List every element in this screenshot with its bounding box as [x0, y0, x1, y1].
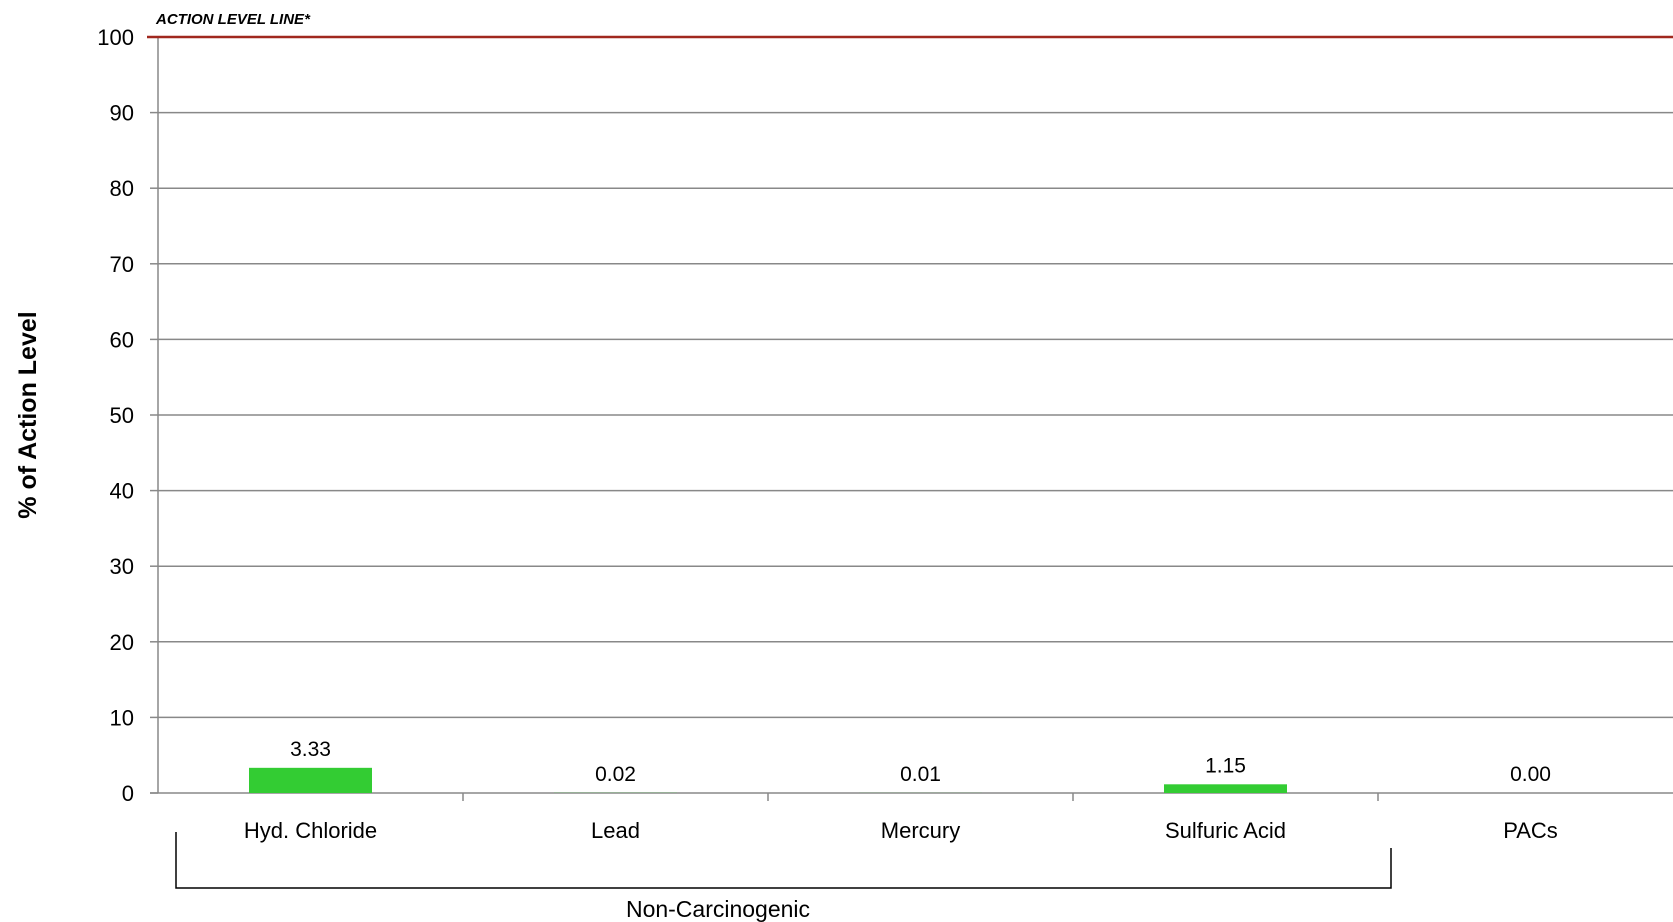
y-tick-label: 0	[122, 781, 134, 806]
bar	[1164, 784, 1287, 793]
y-tick-label: 100	[97, 25, 134, 50]
data-label: 1.15	[1205, 754, 1246, 777]
group-label: Non-Carcinogenic	[626, 896, 810, 922]
y-tick-label: 20	[110, 630, 134, 655]
category-label: Sulfuric Acid	[1165, 818, 1286, 843]
y-tick-label: 80	[110, 176, 134, 201]
axes	[150, 37, 1673, 801]
y-tick-label: 40	[110, 479, 134, 504]
data-label: 0.00	[1510, 763, 1551, 786]
data-label: 0.02	[595, 763, 636, 786]
category-label: Mercury	[881, 818, 960, 843]
y-tick-label: 90	[110, 101, 134, 126]
category-labels: Hyd. Chloride Lead Mercury Sulfuric Acid PAC…	[244, 818, 1558, 843]
category-label: PACs	[1503, 818, 1558, 843]
y-axis-label: % of Action Level	[14, 311, 42, 518]
y-axis-ticks: 0 10 20 30 40 50 60 70 80 90 100	[97, 25, 158, 806]
gridlines	[158, 111, 1673, 719]
y-tick-label: 10	[110, 705, 134, 730]
data-label: 0.01	[900, 763, 941, 786]
category-group-bracket: Non-Carcinogenic	[175, 832, 1392, 922]
y-tick-label: 70	[110, 252, 134, 277]
bar	[249, 767, 372, 793]
category-label: Hyd. Chloride	[244, 818, 377, 843]
action-level-label: ACTION LEVEL LINE*	[155, 11, 311, 28]
category-label: Lead	[591, 818, 640, 843]
bars	[249, 767, 1287, 793]
y-tick-label: 50	[110, 403, 134, 428]
y-tick-label: 60	[110, 327, 134, 352]
action-level: ACTION LEVEL LINE*	[147, 11, 1673, 39]
group-bracket-line	[175, 832, 1392, 889]
y-tick-label: 30	[110, 554, 134, 579]
data-labels: 3.33 0.02 0.01 1.15 0.00	[290, 738, 1551, 786]
data-label: 3.33	[290, 738, 331, 761]
